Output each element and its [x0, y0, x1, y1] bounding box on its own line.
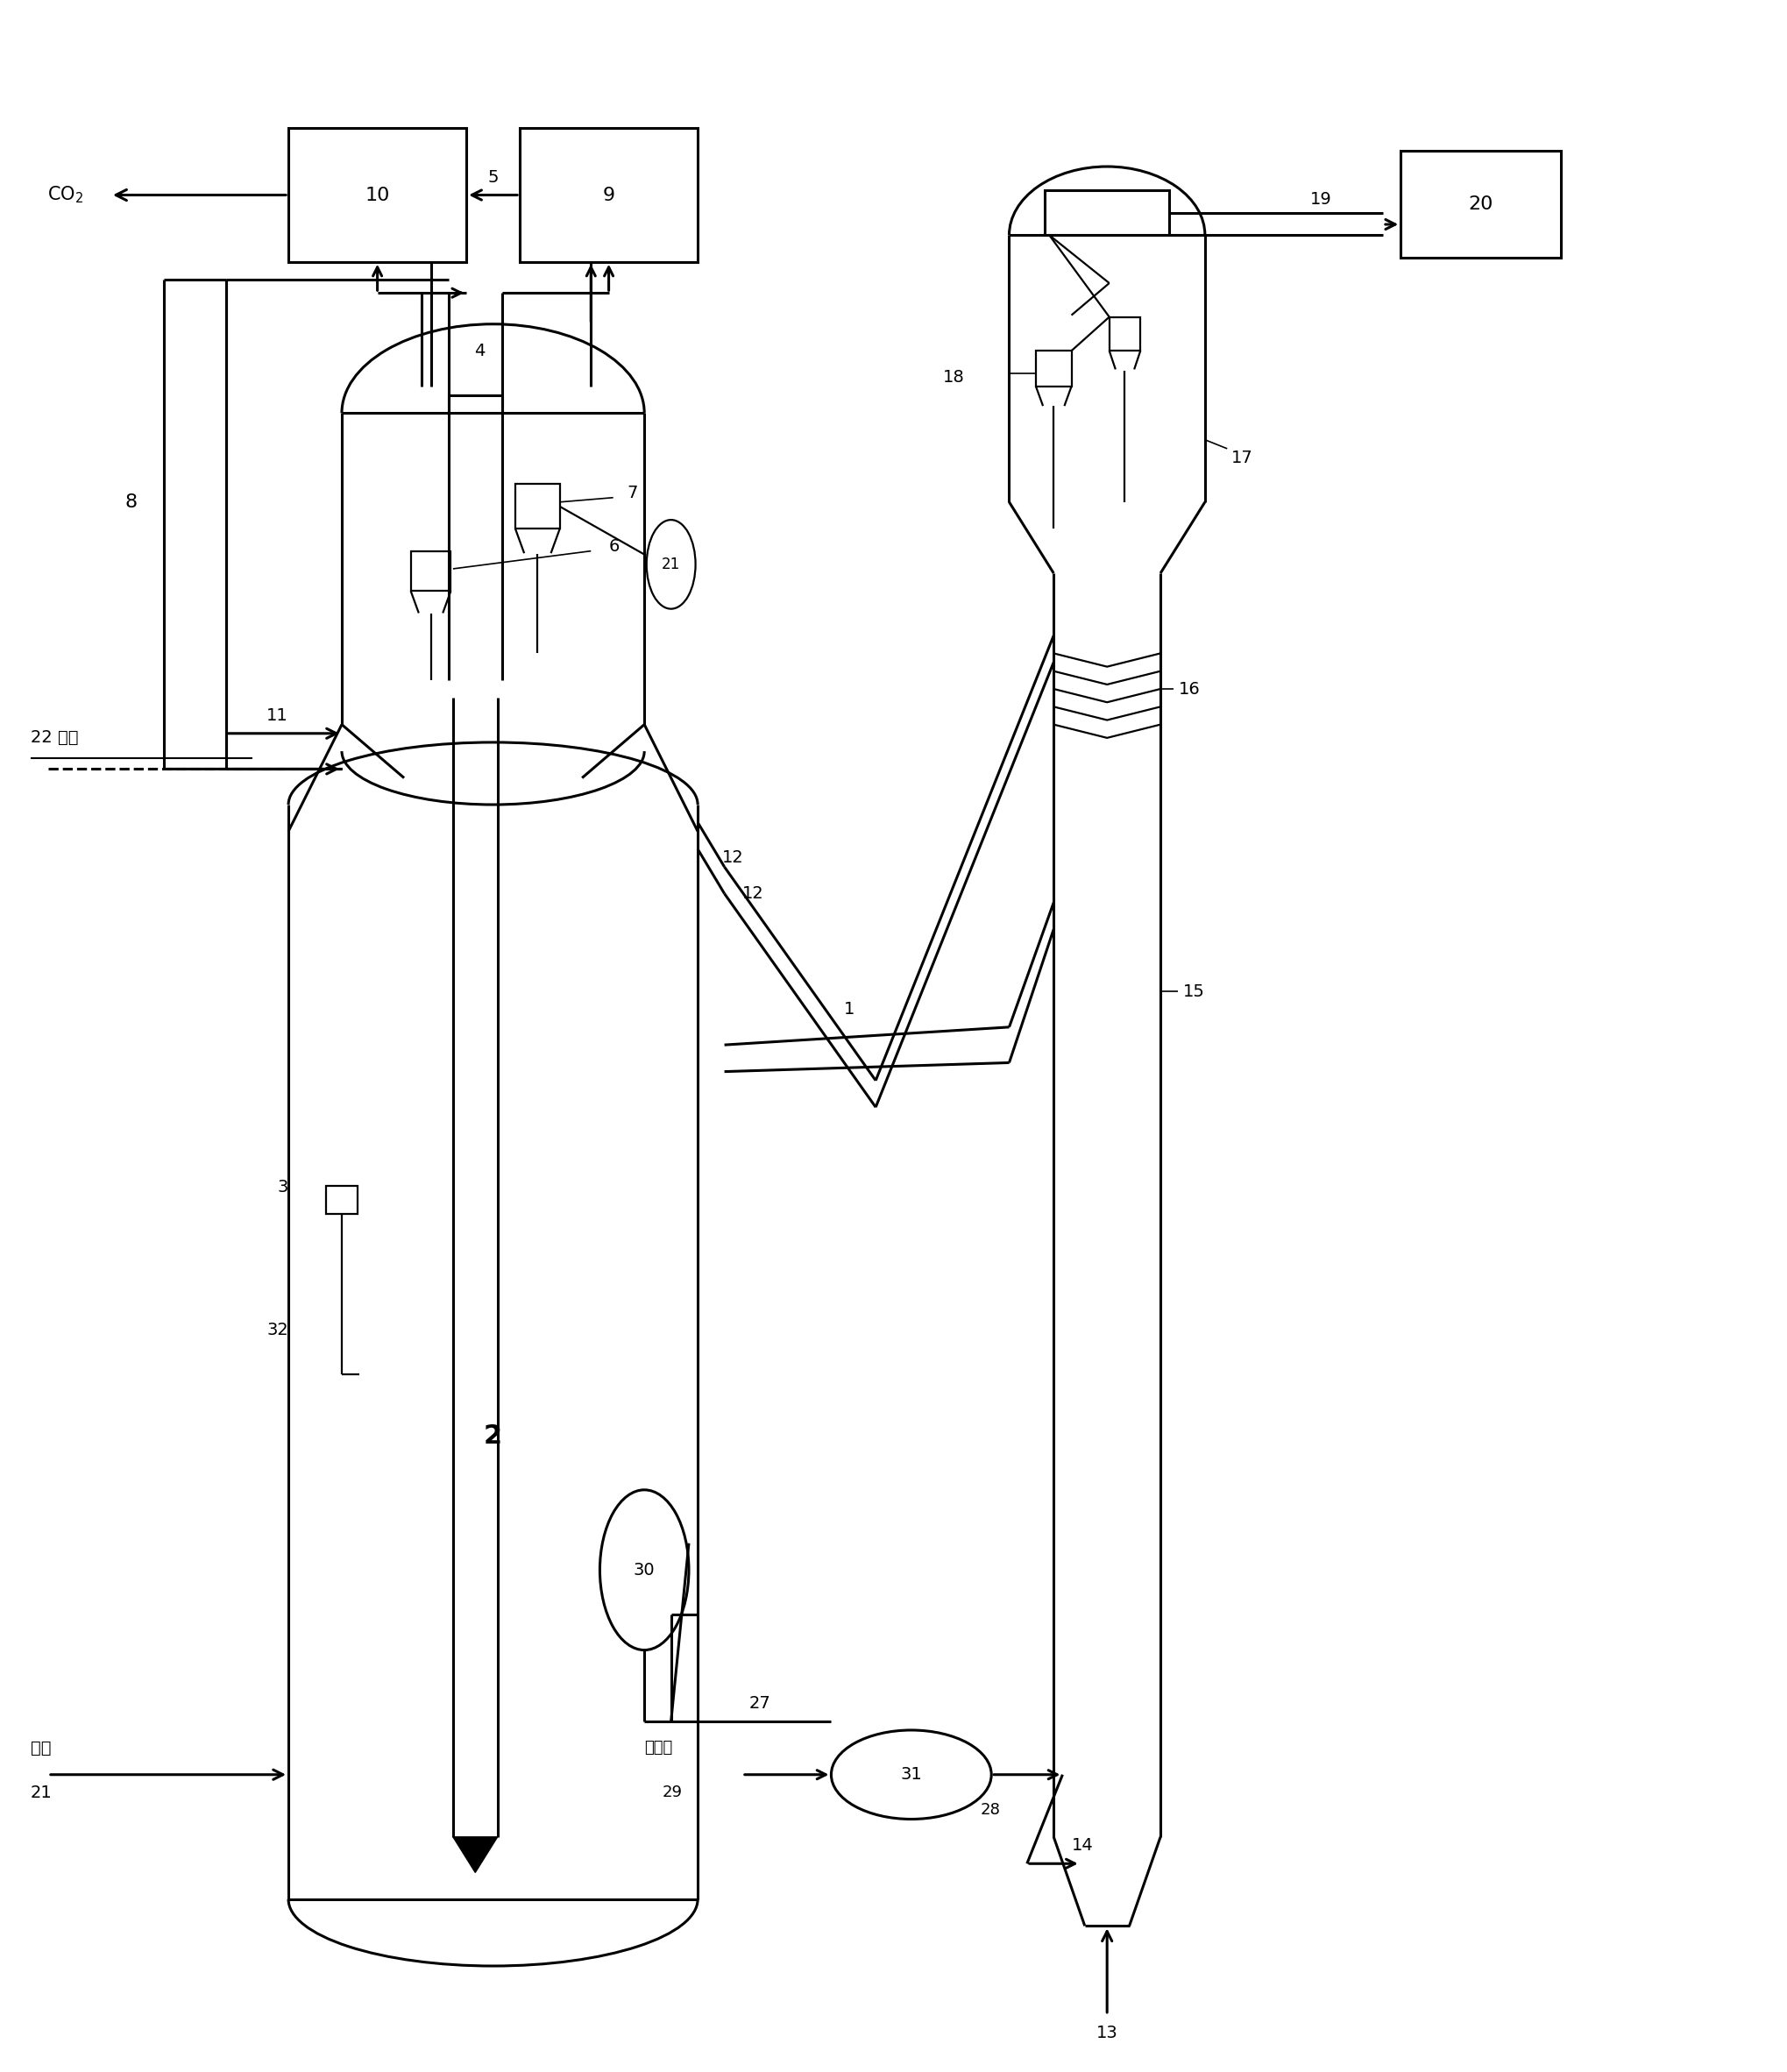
- Text: 14: 14: [1072, 1838, 1094, 1854]
- Text: 16: 16: [1178, 680, 1199, 698]
- Text: 3: 3: [277, 1179, 288, 1196]
- Text: 15: 15: [1183, 984, 1204, 1001]
- Text: 11: 11: [266, 707, 288, 723]
- Bar: [1036, 350, 1072, 385]
- Ellipse shape: [647, 520, 695, 609]
- Text: 7: 7: [627, 485, 638, 501]
- Ellipse shape: [831, 1730, 992, 1819]
- Bar: [1110, 317, 1140, 350]
- Text: 8: 8: [125, 493, 138, 512]
- Text: 氧气: 氧气: [30, 1740, 52, 1757]
- Text: 4: 4: [474, 342, 484, 358]
- Text: 9: 9: [602, 186, 615, 203]
- Bar: [1045, 191, 1169, 234]
- Bar: [288, 128, 466, 261]
- Text: 18: 18: [944, 369, 965, 385]
- Text: 21: 21: [30, 1784, 52, 1801]
- Text: 5: 5: [488, 170, 499, 186]
- Text: 21: 21: [661, 557, 681, 572]
- Ellipse shape: [600, 1490, 688, 1649]
- Text: 32: 32: [266, 1322, 288, 1339]
- Text: 13: 13: [1095, 2024, 1119, 2041]
- Text: 19: 19: [1310, 191, 1331, 207]
- Bar: [325, 1185, 357, 1214]
- Text: 水蒸汽: 水蒸汽: [645, 1740, 672, 1755]
- Text: 27: 27: [749, 1695, 770, 1711]
- Text: 1: 1: [843, 1001, 854, 1017]
- Bar: [520, 128, 697, 261]
- Text: 6: 6: [609, 539, 620, 555]
- Bar: [1401, 151, 1560, 257]
- Text: CO$_2$: CO$_2$: [48, 184, 84, 205]
- Bar: [411, 551, 450, 591]
- Text: 17: 17: [1231, 450, 1253, 466]
- Bar: [515, 485, 559, 528]
- Polygon shape: [454, 1838, 497, 1873]
- Text: 28: 28: [981, 1803, 1001, 1817]
- Text: 30: 30: [634, 1562, 656, 1579]
- Text: 31: 31: [901, 1765, 922, 1784]
- Text: 12: 12: [722, 850, 743, 866]
- Text: 22 氧气: 22 氧气: [30, 729, 79, 746]
- Text: 2: 2: [484, 1423, 502, 1448]
- Text: 29: 29: [663, 1784, 683, 1801]
- Text: 12: 12: [742, 885, 763, 901]
- Text: 20: 20: [1469, 195, 1494, 213]
- Text: 10: 10: [365, 186, 390, 203]
